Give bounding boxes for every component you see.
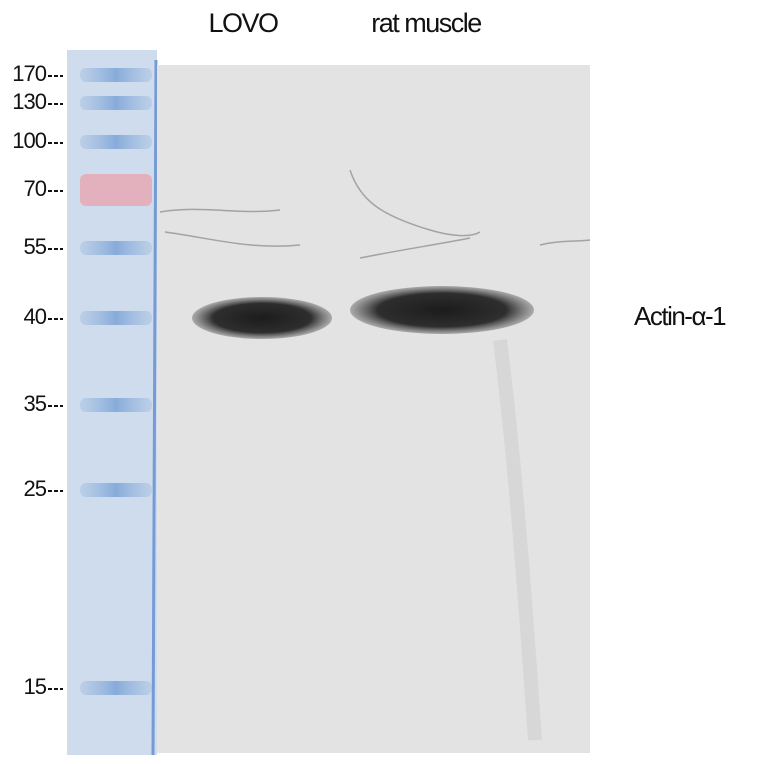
ladder-band — [80, 174, 152, 206]
marker-label: 55 — [24, 234, 47, 259]
marker-labels: 170 130 100 70 55 40 35 25 15 — [12, 61, 63, 699]
membrane-artifact — [159, 169, 591, 259]
ladder-band — [80, 241, 152, 255]
marker-label: 35 — [24, 391, 47, 416]
ladder-band — [80, 311, 152, 325]
ladder-band — [80, 68, 152, 82]
band-lane-1 — [192, 297, 332, 339]
marker-label: 170 — [12, 61, 46, 86]
ladder-band — [80, 135, 152, 149]
ladder-bands — [80, 68, 152, 695]
lane-label: rat muscle — [371, 8, 481, 38]
marker-label: 130 — [12, 89, 46, 114]
marker-label: 15 — [24, 674, 47, 699]
ladder-band — [80, 483, 152, 497]
band-lane-2 — [350, 286, 534, 334]
ladder-band — [80, 398, 152, 412]
lane-label: LOVO — [208, 8, 278, 38]
marker-label: 25 — [24, 476, 47, 501]
band-label: Actin-α-1 — [634, 301, 726, 331]
marker-label: 40 — [24, 304, 47, 329]
ladder-band — [80, 96, 152, 110]
ladder-band — [80, 681, 152, 695]
membrane — [157, 65, 590, 753]
ladder-edge — [151, 59, 158, 756]
marker-label: 70 — [24, 176, 47, 201]
marker-label: 100 — [12, 128, 46, 153]
membrane-streak — [493, 339, 542, 741]
